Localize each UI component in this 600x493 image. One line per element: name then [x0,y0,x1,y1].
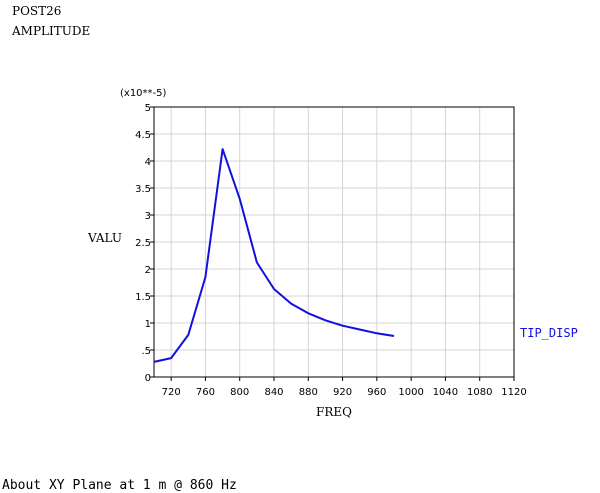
x-tick-label: 960 [367,387,386,398]
x-tick-label: 1080 [467,387,492,398]
x-tick-label: 760 [196,387,215,398]
grid [154,107,514,377]
y-tick-label: 1.5 [135,292,151,303]
x-tick-label: 1040 [433,387,458,398]
y-tick-label: .5 [141,346,151,357]
y-tick-label: 1 [145,319,151,330]
y-tick-label: 2 [145,265,151,276]
x-tick-label: 840 [264,387,283,398]
y-axis-label: VALU [87,231,122,245]
series-line-tip-disp [153,148,395,363]
y-tick-label: 2.5 [135,238,151,249]
x-tick-label: 1120 [501,387,526,398]
header-line-2: AMPLITUDE [12,24,91,38]
legend-entry-tip-disp: TIP_DISP [520,326,578,340]
y-tick-label: 5 [145,103,151,114]
y-tick-label: 4 [145,157,151,168]
series [153,148,395,363]
x-tick-label: 800 [230,387,249,398]
y-multiplier-label: (x10**-5) [120,88,167,99]
x-tick-label: 920 [333,387,352,398]
header-line-1: POST26 [12,4,62,18]
x-tick-label: 880 [299,387,318,398]
x-axis-label: FREQ [316,405,352,419]
y-tick-label: 0 [145,373,151,384]
ticks: 720 760 800 840 880 920 960 1000 1040 1080 1120 0 .5… [135,103,527,398]
y-tick-label: 4.5 [135,130,151,141]
y-tick-label: 3.5 [135,184,151,195]
y-tick-label: 3 [145,211,151,222]
x-tick-label: 720 [162,387,181,398]
x-tick-label: 1000 [398,387,423,398]
footer-caption: About XY Plane at 1 m @ 860 Hz [2,478,237,493]
